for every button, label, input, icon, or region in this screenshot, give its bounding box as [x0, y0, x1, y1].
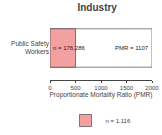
- svg-text:Proportionate Mortality Ratio: Proportionate Mortality Ratio (PMR): [50, 91, 153, 99]
- svg-text:Industry: Industry: [77, 2, 117, 13]
- svg-text:500: 500: [70, 85, 81, 91]
- svg-text:n = 1,116: n = 1,116: [106, 118, 131, 124]
- svg-text:0: 0: [48, 85, 52, 91]
- svg-text:1000: 1000: [94, 85, 108, 91]
- svg-text:1500: 1500: [120, 85, 134, 91]
- svg-text:2000: 2000: [145, 85, 159, 91]
- svg-text:n = 176,286: n = 176,286: [53, 45, 86, 51]
- svg-text:PMR = 1107: PMR = 1107: [115, 45, 149, 51]
- svg-text:Public SafetyWorkers: Public SafetyWorkers: [11, 40, 50, 55]
